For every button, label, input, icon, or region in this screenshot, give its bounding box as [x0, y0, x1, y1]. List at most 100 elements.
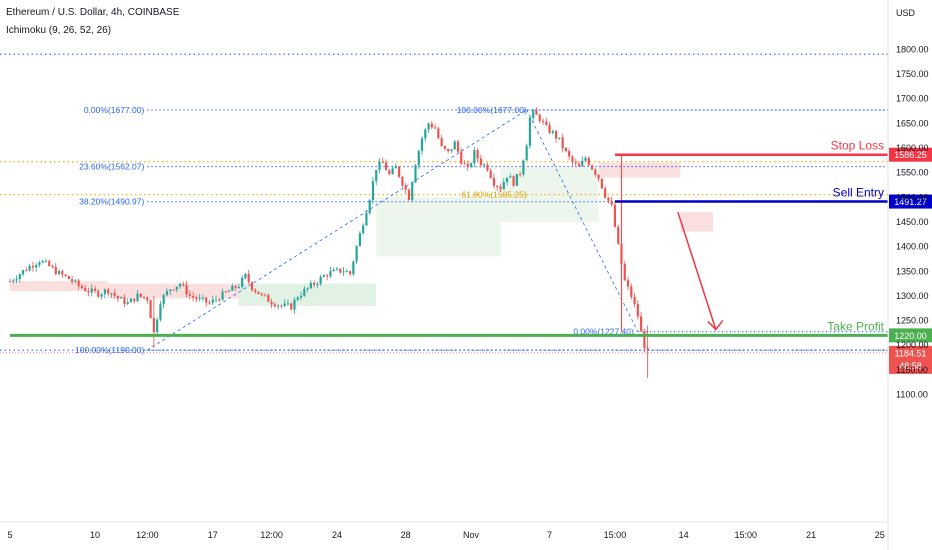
candle-body — [496, 185, 499, 187]
candle-body — [554, 131, 558, 139]
candle-body — [267, 295, 270, 302]
trade-level-badge — [889, 194, 932, 209]
candle-body — [303, 288, 306, 296]
candle-body — [499, 186, 502, 190]
candle-body — [25, 270, 28, 272]
candle-body — [195, 297, 198, 300]
time-tick-label: 10 — [90, 530, 100, 540]
time-axis: 5 10 12:00 17 12:00 24 28 Nov 7 15:00 14 15:00 21 25 — [0, 521, 888, 540]
candle-body — [103, 289, 106, 295]
candle-body — [322, 275, 326, 277]
price-tick-label: 1500.00 — [896, 192, 929, 202]
candle-body — [355, 246, 358, 262]
candle-body — [244, 273, 247, 278]
candle-body — [178, 284, 182, 287]
candle-body — [443, 145, 447, 149]
candle-body — [250, 282, 254, 290]
ichimoku-cloud-segment — [376, 197, 501, 257]
candle-body — [107, 289, 110, 294]
candle-body — [401, 176, 404, 186]
candle-body — [420, 138, 424, 151]
candle-body — [430, 123, 433, 128]
candle-body — [541, 120, 545, 122]
candle-body — [447, 148, 450, 152]
candle-body — [365, 213, 368, 226]
candle-body — [417, 150, 420, 166]
time-tick-label: 25 — [875, 530, 885, 540]
candle-body — [345, 271, 348, 273]
indicator-label: Ichimoku (9, 26, 52, 26) — [6, 25, 112, 36]
candle-body — [224, 291, 227, 293]
candle-body — [590, 165, 594, 170]
candle-body — [398, 166, 401, 177]
candle-body — [476, 150, 479, 159]
candle-body — [77, 280, 80, 287]
candle-body — [169, 289, 172, 292]
candle-body — [450, 149, 453, 152]
candle-body — [110, 293, 113, 295]
time-tick-label: 14 — [679, 530, 689, 540]
candle-body — [87, 291, 90, 293]
candle-body — [221, 291, 224, 300]
price-tick-label: 1350.00 — [896, 266, 929, 276]
candle-body — [594, 169, 597, 175]
candle-body — [192, 295, 195, 298]
candle-body — [149, 300, 152, 319]
candle-body — [280, 305, 283, 307]
candle-body — [31, 265, 34, 268]
candle-body — [283, 303, 286, 306]
candle-body — [71, 278, 74, 282]
candle-body — [48, 260, 51, 266]
candle-body — [139, 293, 142, 297]
symbol-title: Ethereum / U.S. Dollar, 4h, COINBASE — [6, 7, 180, 18]
candle-body — [440, 138, 443, 146]
candle-body — [362, 225, 365, 234]
ichimoku-cloud-segment — [238, 283, 377, 306]
candle-body — [316, 283, 319, 285]
candle-body — [525, 145, 528, 161]
candles — [8, 107, 649, 378]
candle-body — [368, 200, 371, 214]
candle-body — [309, 282, 312, 288]
candle-body — [159, 304, 162, 320]
candle-body — [394, 166, 397, 169]
candle-body — [561, 137, 564, 148]
trade-level-badge-text: 1586.25 — [894, 150, 927, 160]
time-tick-label: 12:00 — [136, 530, 159, 540]
candle-body — [522, 160, 525, 175]
candle-body — [64, 274, 67, 276]
candle-body — [492, 177, 496, 186]
candle-body — [633, 296, 636, 305]
candle-body — [600, 178, 603, 189]
candle-body — [466, 163, 469, 167]
candle-body — [182, 284, 185, 286]
fib2-trend-line — [526, 109, 639, 332]
candle-body — [165, 291, 169, 296]
candle-body — [577, 163, 581, 167]
trade-level-badge-text: 1491.27 — [894, 197, 927, 207]
candle-body — [313, 282, 316, 285]
candle-body — [319, 276, 322, 284]
time-tick-label: 28 — [401, 530, 411, 540]
candle-body — [136, 293, 139, 302]
candle-body — [120, 297, 123, 299]
fib-level-label: 100.00%(1190.00) — [75, 345, 144, 355]
candle-body — [185, 284, 188, 295]
candle-body — [427, 123, 430, 130]
candle-body — [463, 163, 466, 165]
candle-body — [623, 263, 626, 281]
candle-body — [61, 271, 64, 275]
price-tick-label: 1100.00 — [896, 390, 928, 400]
fib-level-label: 38.20%(1490.97) — [79, 197, 144, 207]
candle-body — [270, 301, 273, 305]
candle-body — [293, 299, 296, 310]
candle-body — [636, 304, 639, 317]
trade-level-label: Stop Loss — [831, 139, 884, 153]
fib2-level-label: 61.80%(1505.25) — [461, 190, 526, 200]
candle-body — [273, 304, 276, 307]
ichimoku-cloud — [10, 162, 714, 306]
candle-body — [564, 147, 567, 152]
candle-body — [489, 170, 492, 178]
candle-body — [93, 288, 97, 291]
